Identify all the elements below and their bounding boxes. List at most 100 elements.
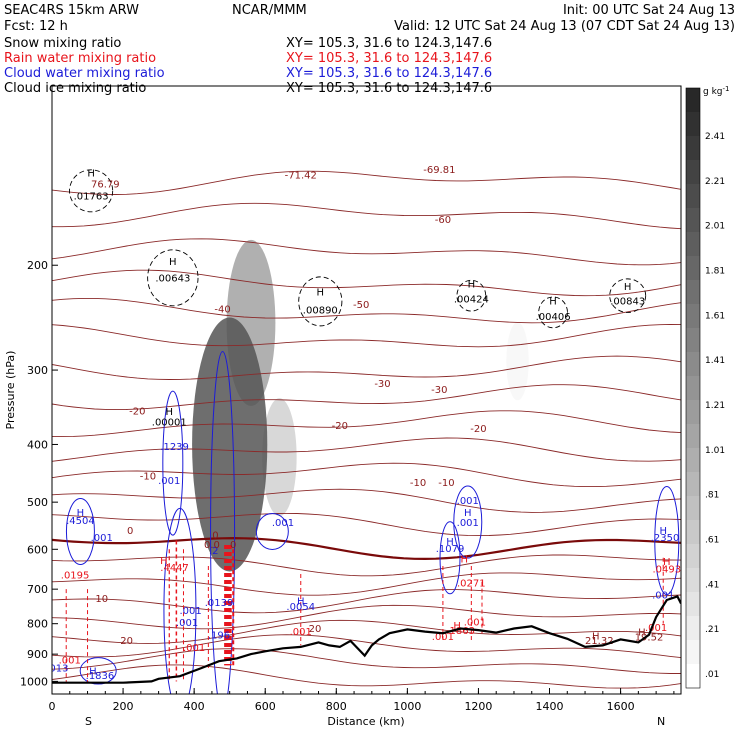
y-tick-label: 200: [27, 259, 48, 272]
cloud-water-contour: [162, 390, 184, 536]
contour-label: .196: [208, 630, 230, 641]
y-tick-label: 900: [27, 648, 48, 661]
cloud-ice-contour: [609, 278, 647, 313]
isotherm-label: -20: [470, 424, 486, 435]
contour-label: .4504: [66, 516, 95, 527]
isotherm-label: 0: [127, 526, 133, 537]
isotherm-label: -50: [353, 300, 369, 311]
isotherm-line: [52, 664, 681, 689]
legend-item-xy: XY= 105.3, 31.6 to 124.3,147.6: [286, 81, 492, 96]
colorbar-swatch: [686, 88, 700, 113]
contour-label: .001: [290, 627, 312, 638]
rain-water-contours: [65, 540, 664, 683]
contour-label: H: [624, 282, 632, 293]
colorbar-label: 2.21: [705, 177, 725, 187]
colorbar-swatch: [686, 256, 700, 281]
contour-label: .013: [46, 663, 68, 674]
contour-label: H: [169, 257, 177, 268]
south-label: S: [85, 715, 92, 728]
contour-label: .1239: [160, 442, 189, 453]
contour-label: 76.79: [91, 179, 120, 190]
colorbar-label: .01: [705, 670, 719, 680]
colorbar-swatch: [686, 496, 700, 521]
x-tick-label: 0: [49, 700, 56, 713]
isotherm-label: -71.42: [285, 170, 317, 181]
contour-label: .001: [457, 496, 479, 507]
isotherm-label: -40: [214, 304, 230, 315]
isotherm-label: 20: [309, 624, 322, 635]
isotherm-line: [52, 355, 681, 380]
y-tick-label: 1000: [20, 675, 48, 688]
cloud-water-contour: [163, 507, 197, 694]
colorbar-swatch: [686, 472, 700, 497]
colorbar-label: 1.01: [705, 446, 725, 456]
contour-label: H: [160, 556, 168, 567]
isotherm-line: [52, 536, 681, 561]
cloud-ice-contour: [456, 279, 487, 312]
colorbar-swatch: [686, 592, 700, 617]
colorbar-label: 2.41: [705, 132, 725, 142]
isotherm-line: [52, 619, 681, 644]
x-tick-label: 1400: [536, 700, 564, 713]
contour-label: .001: [59, 655, 81, 666]
colorbar-swatch: [686, 208, 700, 233]
cloud-water-contour: [255, 512, 289, 550]
x-tick-label: 400: [184, 700, 205, 713]
contour-label: .0195: [61, 571, 90, 582]
contour-label: H: [460, 554, 468, 565]
contour-label: .0054: [286, 602, 315, 613]
isotherm-line: [52, 604, 681, 630]
colorbar-swatch: [686, 640, 700, 665]
contour-label: H: [638, 628, 646, 639]
isotherm-line: [52, 410, 681, 438]
colorbar-swatch: [686, 616, 700, 641]
isotherm-line: [52, 648, 681, 674]
x-tick-label: 1600: [607, 700, 635, 713]
colorbar-swatch: [686, 400, 700, 425]
isotherm-line: [52, 589, 681, 614]
y-tick-label: 500: [27, 496, 48, 509]
isotherm-line: [52, 202, 681, 230]
isotherm-label: 0: [212, 530, 218, 541]
y-tick-label: 400: [27, 438, 48, 451]
isotherm-label: -30: [374, 379, 390, 390]
colorbar-frame: [685, 87, 701, 689]
isotherm-line: [52, 634, 681, 659]
contour-label: .0271: [457, 579, 486, 590]
contour-label: H: [453, 621, 461, 632]
colorbar-swatch: [686, 376, 700, 401]
plot-frame: [51, 85, 682, 695]
x-axis: 0 200 400 600 800 1000 1200 1400 1600: [49, 688, 675, 713]
contour-label: .001: [457, 518, 479, 529]
cloud-ice-contours: [69, 169, 647, 329]
colorbar-swatch: [686, 304, 700, 329]
valid-time: Valid: 12 UTC Sat 24 Aug 13 (07 CDT Sat …: [394, 19, 735, 34]
colorbar-label: 1.61: [705, 311, 725, 321]
isotherm-label: -10: [140, 471, 156, 482]
contour-label: .00843: [610, 297, 645, 308]
colorbar-swatch: [686, 328, 700, 353]
isotherm-label: -10: [410, 478, 426, 489]
colorbar-swatch: [686, 664, 700, 689]
isotherm-label: -60: [435, 215, 451, 226]
contour-label: H: [297, 597, 305, 608]
contour-label: .0139: [205, 598, 234, 609]
contour-label: H: [659, 526, 667, 537]
x-tick-label: 1200: [464, 700, 492, 713]
contour-label: H: [166, 407, 174, 418]
y-tick-label: 700: [27, 583, 48, 596]
colorbar: 2.41 2.21 2.01 1.81 1.61 1.41 1.21 1.01 .81 .61 .4…: [685, 87, 725, 689]
cloud-water-contour: [453, 485, 483, 559]
x-tick-label: 1000: [393, 700, 421, 713]
cloud-water-contour: [439, 521, 461, 595]
contour-label: .001: [272, 518, 294, 529]
contour-label: .001: [158, 476, 180, 487]
contour-label: .1863: [446, 626, 475, 637]
forecast-hour: Fcst: 12 h: [4, 19, 68, 34]
model-title: SEAC4RS 15km ARW: [4, 3, 139, 18]
legend-item-name: Cloud ice mixing ratio: [4, 81, 146, 96]
y-tick-label: 600: [27, 543, 48, 556]
isotherm-line: [52, 238, 681, 266]
